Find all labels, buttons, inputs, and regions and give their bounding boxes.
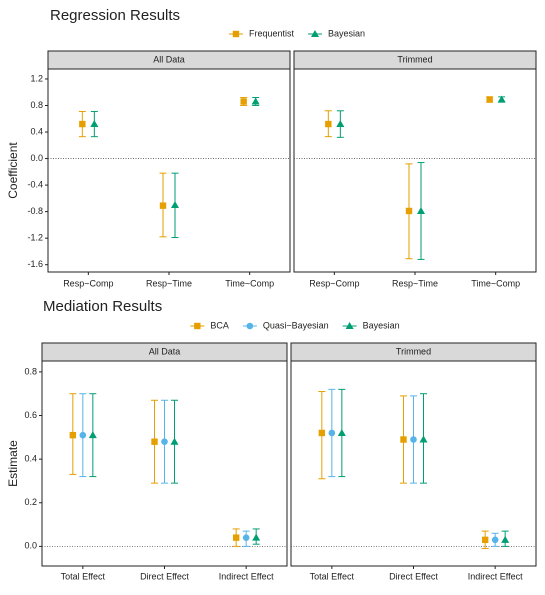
strip-label: Trimmed bbox=[397, 54, 432, 64]
point bbox=[328, 429, 336, 437]
strip-label: All Data bbox=[149, 346, 181, 356]
point bbox=[159, 202, 167, 209]
legend-marker bbox=[232, 30, 240, 38]
legend-marker bbox=[345, 322, 354, 329]
point bbox=[88, 431, 97, 439]
y-tick-label: -1.6 bbox=[27, 259, 43, 269]
strip-label: All Data bbox=[153, 54, 185, 64]
x-tick-label: Direct Effect bbox=[140, 571, 189, 581]
y-tick-label: -0.4 bbox=[27, 179, 43, 189]
legend-label: BCA bbox=[210, 320, 229, 330]
point bbox=[232, 534, 240, 541]
point bbox=[171, 200, 179, 208]
point bbox=[90, 120, 99, 128]
x-tick-label: Indirect Effect bbox=[468, 571, 523, 581]
legend-marker bbox=[246, 322, 254, 330]
point bbox=[400, 436, 407, 443]
point bbox=[405, 207, 413, 215]
point bbox=[151, 438, 158, 445]
x-tick-label: Time~Comp bbox=[471, 278, 520, 288]
point bbox=[79, 431, 87, 439]
x-tick-label: Resp~Comp bbox=[309, 278, 359, 288]
strip-label: Trimmed bbox=[396, 346, 431, 356]
point bbox=[410, 436, 417, 443]
y-tick-label: -0.8 bbox=[27, 206, 43, 216]
point bbox=[419, 435, 428, 443]
chart-title: Mediation Results bbox=[43, 298, 162, 315]
y-tick-label: 0.8 bbox=[30, 100, 43, 110]
y-tick-label: 0.0 bbox=[30, 153, 43, 163]
y-tick-label: 1.2 bbox=[30, 73, 43, 83]
y-tick-label: 0.8 bbox=[24, 366, 37, 376]
point bbox=[240, 98, 247, 105]
y-tick-label: 0.6 bbox=[24, 410, 37, 420]
point bbox=[497, 95, 506, 103]
legend-marker bbox=[194, 322, 201, 330]
y-tick-label: 0.0 bbox=[24, 541, 37, 551]
y-tick-label: 0.2 bbox=[24, 497, 37, 507]
point bbox=[251, 97, 260, 105]
point bbox=[161, 438, 168, 445]
point bbox=[325, 120, 332, 128]
point bbox=[417, 206, 425, 214]
legend-label: Frequentist bbox=[249, 28, 295, 38]
legend-label: Bayesian bbox=[328, 28, 365, 38]
legend-label: Quasi−Bayesian bbox=[263, 320, 329, 330]
x-tick-label: Resp~Time bbox=[392, 278, 438, 288]
x-tick-label: Indirect Effect bbox=[219, 571, 274, 581]
point bbox=[69, 431, 77, 439]
point bbox=[491, 536, 499, 544]
y-tick-label: 0.4 bbox=[30, 126, 43, 136]
x-tick-label: Total Effect bbox=[310, 571, 355, 581]
x-tick-label: Direct Effect bbox=[389, 571, 438, 581]
x-tick-label: Time~Comp bbox=[225, 278, 274, 288]
point bbox=[337, 428, 346, 436]
point bbox=[170, 437, 179, 445]
point bbox=[252, 533, 261, 541]
point bbox=[242, 534, 250, 541]
x-tick-label: Resp~Time bbox=[146, 278, 192, 288]
panel bbox=[47, 68, 291, 273]
panel bbox=[293, 68, 537, 273]
y-axis-title: Estimate bbox=[6, 440, 20, 487]
point bbox=[501, 535, 510, 543]
x-tick-label: Total Effect bbox=[61, 571, 106, 581]
y-axis-title: Coefficient bbox=[6, 142, 20, 199]
point bbox=[486, 96, 493, 103]
legend-label: Bayesian bbox=[363, 320, 400, 330]
point bbox=[318, 429, 326, 437]
point bbox=[336, 120, 345, 128]
legend-marker bbox=[311, 30, 319, 37]
point bbox=[481, 536, 489, 544]
chart-title: Regression Results bbox=[50, 7, 180, 24]
y-tick-label: 0.4 bbox=[24, 454, 37, 464]
y-tick-label: -1.2 bbox=[27, 233, 43, 243]
x-tick-label: Resp~Comp bbox=[63, 278, 113, 288]
point bbox=[79, 120, 86, 128]
